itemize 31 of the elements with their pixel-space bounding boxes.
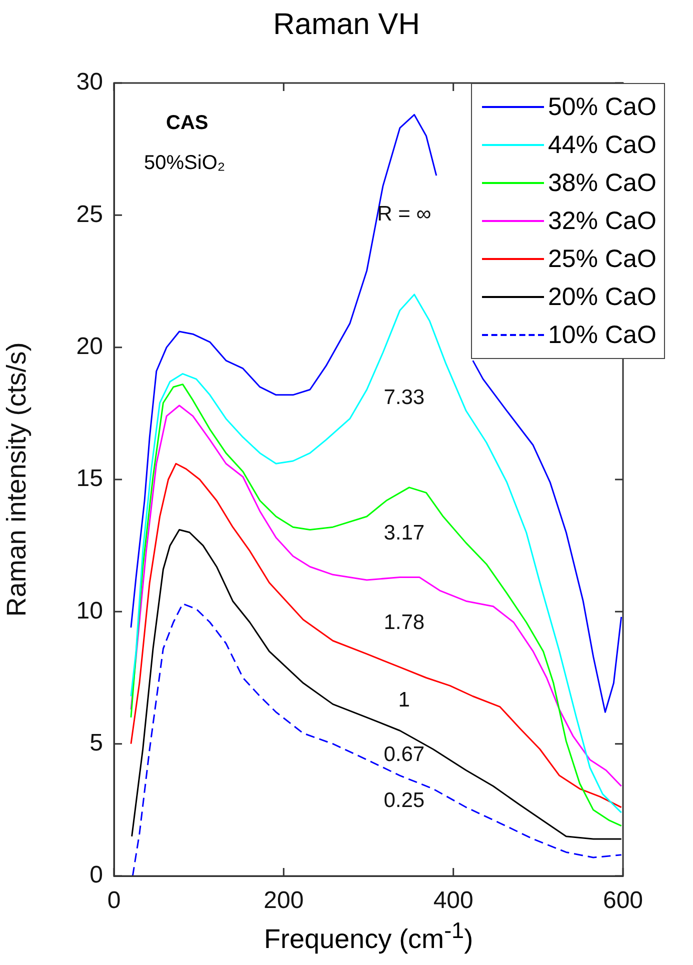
y-tick-label: 15 xyxy=(76,465,103,492)
annotation: CAS xyxy=(165,111,210,136)
legend-label: 25% CaO xyxy=(548,244,656,275)
annotation: 50%SiO₂ xyxy=(144,151,226,176)
annotation: 0.25 xyxy=(384,789,425,812)
chart-title: Raman VH xyxy=(272,8,421,42)
legend-label: 32% CaO xyxy=(548,206,656,237)
legend-label: 44% CaO xyxy=(548,130,656,161)
x-tick-label: 0 xyxy=(107,887,121,914)
y-tick-label: 10 xyxy=(76,597,103,624)
legend-label: 50% CaO xyxy=(548,92,656,123)
y-tick-label: 25 xyxy=(76,200,103,228)
annotation: R = ∞ xyxy=(377,202,432,226)
x-tick-label: 600 xyxy=(602,887,644,914)
legend-label: 10% CaO xyxy=(548,320,656,351)
x-axis-title: Frequency (cm$^{-1}$) xyxy=(264,918,474,955)
y-tick-label: 0 xyxy=(90,862,103,889)
x-tick-label: 200 xyxy=(264,887,304,914)
annotation: 1.78 xyxy=(384,610,425,634)
annotation: 1 xyxy=(398,688,410,712)
annotation: 7.33 xyxy=(384,386,425,409)
y-tick-label: 5 xyxy=(90,729,103,756)
y-axis-title: Raman intensity (cts/s) xyxy=(2,342,32,617)
legend-label: 38% CaO xyxy=(548,168,656,199)
x-tick-label: 400 xyxy=(433,887,474,914)
legend-label: 20% CaO xyxy=(548,282,656,313)
annotation: 0.67 xyxy=(384,742,425,766)
y-tick-label: 20 xyxy=(76,332,103,360)
line-series xyxy=(132,602,622,876)
annotation: 3.17 xyxy=(384,522,425,545)
y-tick-label: 30 xyxy=(76,68,103,96)
